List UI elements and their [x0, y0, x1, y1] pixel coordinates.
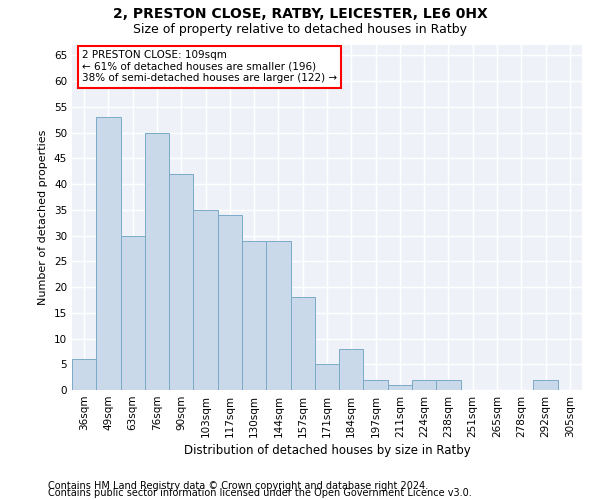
Bar	[121, 236, 145, 390]
Bar	[218, 215, 242, 390]
Bar	[290, 298, 315, 390]
Bar	[193, 210, 218, 390]
X-axis label: Distribution of detached houses by size in Ratby: Distribution of detached houses by size …	[184, 444, 470, 457]
Bar	[388, 385, 412, 390]
Bar	[72, 359, 96, 390]
Bar	[364, 380, 388, 390]
Bar	[169, 174, 193, 390]
Text: Size of property relative to detached houses in Ratby: Size of property relative to detached ho…	[133, 22, 467, 36]
Bar	[266, 240, 290, 390]
Text: 2 PRESTON CLOSE: 109sqm
← 61% of detached houses are smaller (196)
38% of semi-d: 2 PRESTON CLOSE: 109sqm ← 61% of detache…	[82, 50, 337, 84]
Bar	[315, 364, 339, 390]
Bar	[145, 132, 169, 390]
Bar	[436, 380, 461, 390]
Text: Contains public sector information licensed under the Open Government Licence v3: Contains public sector information licen…	[48, 488, 472, 498]
Bar	[533, 380, 558, 390]
Y-axis label: Number of detached properties: Number of detached properties	[38, 130, 49, 305]
Bar	[339, 349, 364, 390]
Text: Contains HM Land Registry data © Crown copyright and database right 2024.: Contains HM Land Registry data © Crown c…	[48, 481, 428, 491]
Bar	[242, 240, 266, 390]
Bar	[412, 380, 436, 390]
Bar	[96, 117, 121, 390]
Text: 2, PRESTON CLOSE, RATBY, LEICESTER, LE6 0HX: 2, PRESTON CLOSE, RATBY, LEICESTER, LE6 …	[113, 8, 487, 22]
